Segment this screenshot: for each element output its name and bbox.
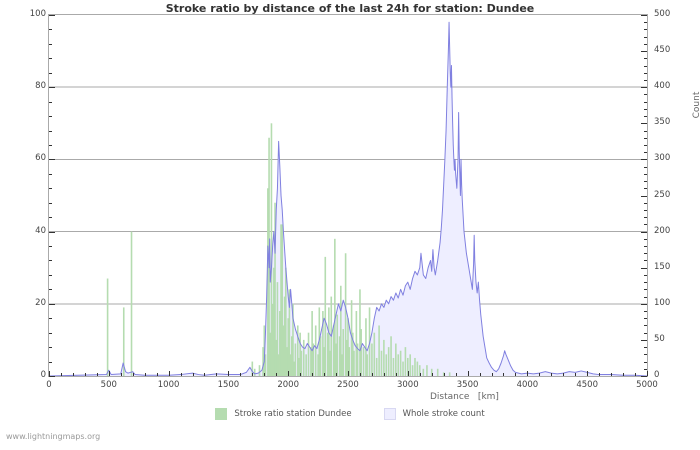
legend-swatch-stroke-ratio [215, 408, 228, 420]
y-right-tick-350: 350 [654, 117, 671, 128]
site-footer: www.lightningmaps.org [6, 432, 101, 441]
y-right-tick-400: 400 [654, 81, 671, 92]
y-right-tick-300: 300 [654, 153, 671, 164]
chart-title: Stroke ratio by distance of the last 24h… [165, 2, 535, 15]
y-left-tick-0: 0 [40, 370, 46, 380]
y-right-tick-250: 250 [654, 189, 671, 200]
y-left-tick-40: 40 [35, 225, 46, 236]
y-right-tick-450: 450 [654, 45, 671, 56]
plot-area [48, 14, 648, 377]
legend-swatch-whole-count [383, 408, 396, 420]
x-tick-2500: 2500 [337, 380, 359, 390]
y-left-tick-80: 80 [35, 81, 46, 92]
legend-label-stroke-ratio: Stroke ratio station Dundee [234, 409, 352, 419]
x-tick-3000: 3000 [396, 380, 419, 390]
x-tick-2000: 2000 [277, 380, 300, 390]
x-tick-500: 500 [100, 380, 117, 390]
x-tick-4000: 4000 [516, 380, 539, 390]
y-right-tick-500: 500 [654, 9, 671, 19]
y-right-tick-50: 50 [654, 333, 665, 344]
y-right-tick-200: 200 [654, 225, 671, 236]
plot-svg [49, 21, 647, 376]
legend-item-whole-count[interactable]: Whole stroke count [383, 408, 485, 420]
x-tick-0: 0 [46, 380, 52, 390]
legend-item-stroke-ratio[interactable]: Stroke ratio station Dundee [215, 408, 352, 420]
y-left-tick-20: 20 [35, 297, 46, 308]
y-axis-right-label: Count [692, 91, 700, 119]
x-tick-3500: 3500 [456, 380, 479, 390]
y-right-tick-150: 150 [654, 261, 671, 272]
x-tick-1500: 1500 [217, 380, 240, 390]
y-right-tick-100: 100 [654, 297, 671, 308]
x-tick-4500: 4500 [576, 380, 599, 390]
legend-label-whole-count: Whole stroke count [402, 409, 485, 419]
y-left-tick-60: 60 [35, 153, 46, 164]
chart-legend: Stroke ratio station Dundee Whole stroke… [0, 408, 700, 420]
x-tick-1000: 1000 [157, 380, 180, 390]
y-right-tick-0: 0 [654, 370, 660, 380]
y-left-tick-100: 100 [29, 9, 46, 19]
x-axis-label: Distance [km] [430, 392, 499, 402]
x-tick-5000: 5000 [636, 380, 658, 390]
